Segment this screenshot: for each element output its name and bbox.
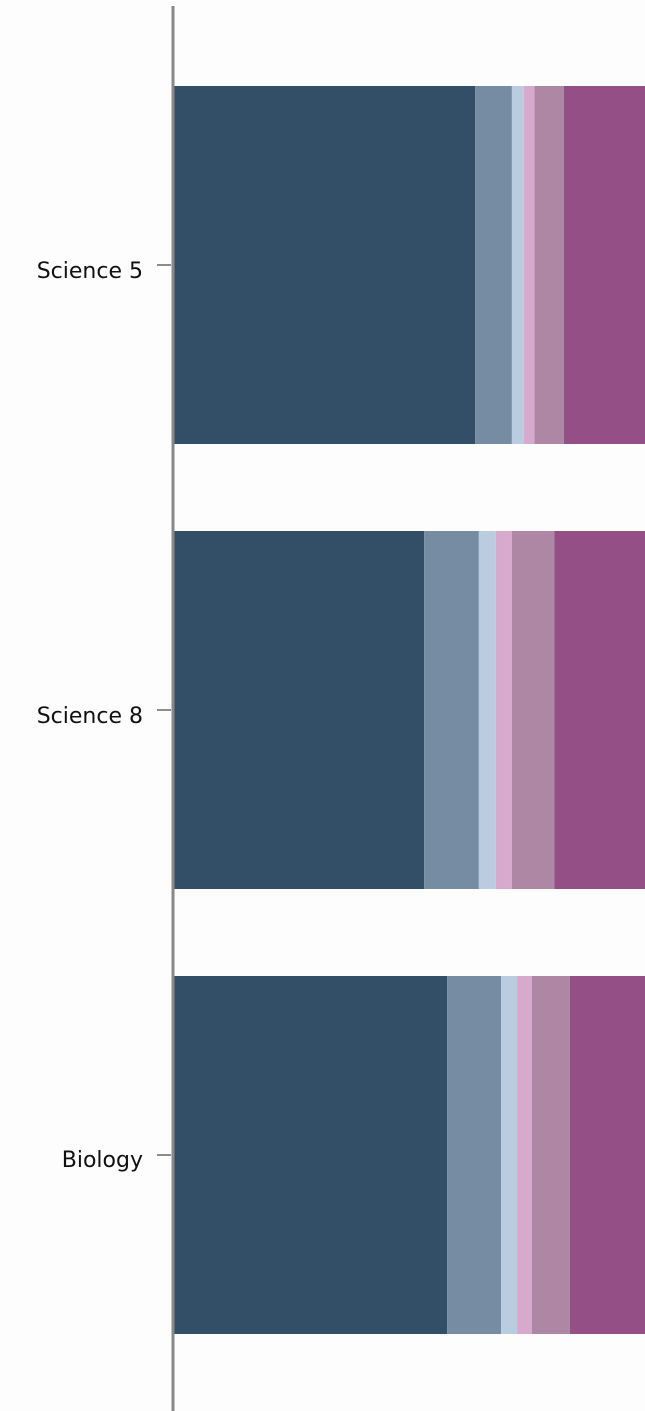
y-axis-ticks bbox=[157, 264, 171, 1156]
bar-segment-science-8-2 bbox=[424, 531, 479, 889]
bar-segment-science-5-3 bbox=[511, 86, 524, 444]
bar-segment-biology-4 bbox=[517, 976, 532, 1334]
bar-segment-biology-2 bbox=[447, 976, 502, 1334]
tick-label-biology: Biology bbox=[62, 1148, 143, 1173]
bar-segment-science-8-1 bbox=[173, 531, 425, 889]
bar-segment-biology-6 bbox=[569, 976, 645, 1334]
bar-segment-science-5-2 bbox=[475, 86, 512, 444]
tick-label-science-5: Science 5 bbox=[37, 259, 143, 284]
bar-segment-science-5-5 bbox=[534, 86, 564, 444]
bar-segment-biology-1 bbox=[173, 976, 448, 1334]
bar-segment-science-8-3 bbox=[478, 531, 496, 889]
bar-segment-biology-5 bbox=[531, 976, 570, 1334]
bar-segment-science-5-4 bbox=[523, 86, 535, 444]
bar-segment-science-5-6 bbox=[563, 86, 645, 444]
bar-segment-science-5-1 bbox=[173, 86, 476, 444]
bar-segment-science-8-5 bbox=[511, 531, 555, 889]
tick-label-science-8: Science 8 bbox=[37, 704, 143, 729]
bar-segment-science-8-4 bbox=[495, 531, 512, 889]
bars-group bbox=[173, 86, 645, 1334]
bar-segment-science-8-6 bbox=[554, 531, 645, 889]
bar-segment-biology-3 bbox=[501, 976, 518, 1334]
